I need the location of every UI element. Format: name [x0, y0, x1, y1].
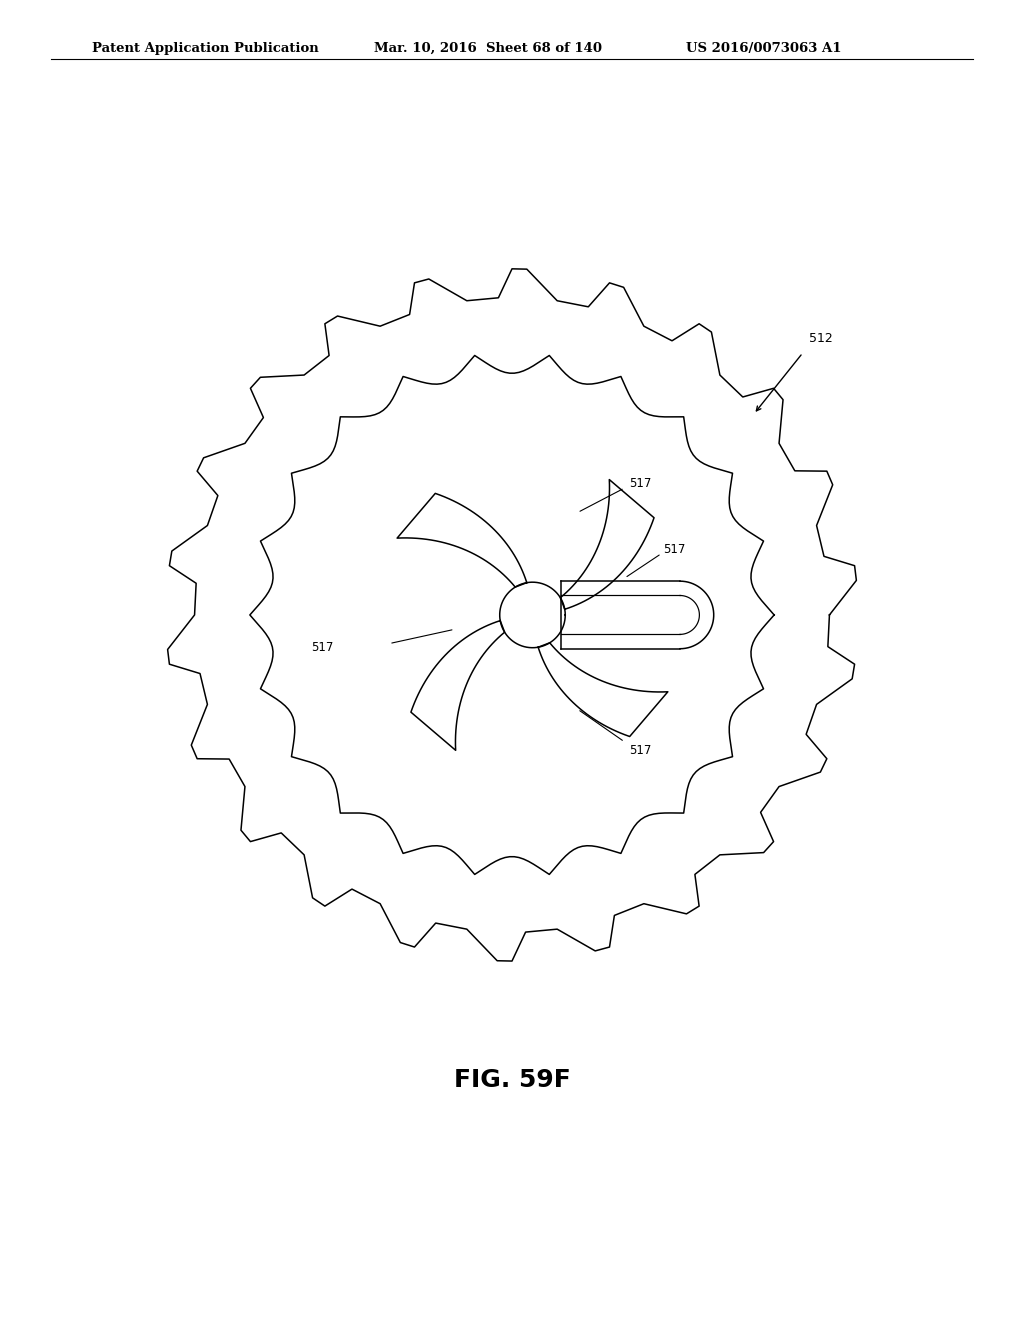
Text: Patent Application Publication: Patent Application Publication — [92, 42, 318, 55]
Text: US 2016/0073063 A1: US 2016/0073063 A1 — [686, 42, 842, 55]
Text: 517: 517 — [629, 478, 651, 490]
Text: 517: 517 — [311, 642, 334, 655]
Text: Mar. 10, 2016  Sheet 68 of 140: Mar. 10, 2016 Sheet 68 of 140 — [374, 42, 602, 55]
Text: 517: 517 — [664, 543, 686, 556]
Text: FIG. 59F: FIG. 59F — [454, 1068, 570, 1092]
Text: 517: 517 — [629, 743, 651, 756]
Text: 512: 512 — [809, 331, 833, 345]
